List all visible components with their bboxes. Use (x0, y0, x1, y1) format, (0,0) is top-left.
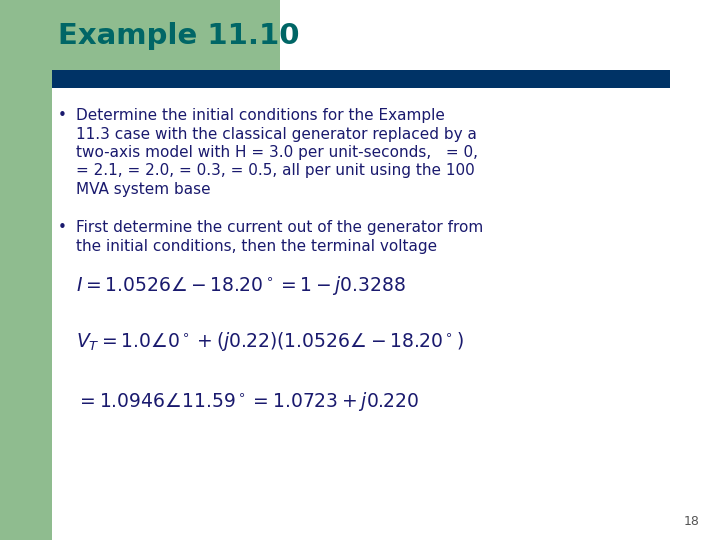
Text: •: • (58, 220, 67, 235)
Text: $=1.0946\angle 11.59^\circ=1.0723+j0.220$: $=1.0946\angle 11.59^\circ=1.0723+j0.220… (76, 390, 420, 413)
Text: 18: 18 (684, 515, 700, 528)
Text: 11.3 case with the classical generator replaced by a: 11.3 case with the classical generator r… (76, 126, 477, 141)
Text: Determine the initial conditions for the Example: Determine the initial conditions for the… (76, 108, 445, 123)
Text: First determine the current out of the generator from: First determine the current out of the g… (76, 220, 483, 235)
Bar (52, 70, 670, 88)
Text: two-axis model with H = 3.0 per unit-seconds,   = 0,: two-axis model with H = 3.0 per unit-sec… (76, 145, 478, 160)
Text: $I=1.0526\angle -18.20^\circ=1-j0.3288$: $I=1.0526\angle -18.20^\circ=1-j0.3288$ (76, 274, 406, 297)
Text: the initial conditions, then the terminal voltage: the initial conditions, then the termina… (76, 239, 437, 253)
Text: $V_T=1.0\angle 0^\circ+(j0.22)(1.0526\angle -18.20^\circ)$: $V_T=1.0\angle 0^\circ+(j0.22)(1.0526\an… (76, 330, 464, 353)
Text: •: • (58, 108, 67, 123)
Text: MVA system base: MVA system base (76, 182, 211, 197)
Bar (0, 0, 280, 72)
Text: = 2.1, = 2.0, = 0.3, = 0.5, all per unit using the 100: = 2.1, = 2.0, = 0.3, = 0.5, all per unit… (76, 164, 474, 179)
Text: Example 11.10: Example 11.10 (58, 22, 300, 50)
Bar (0, 0, 52, 540)
